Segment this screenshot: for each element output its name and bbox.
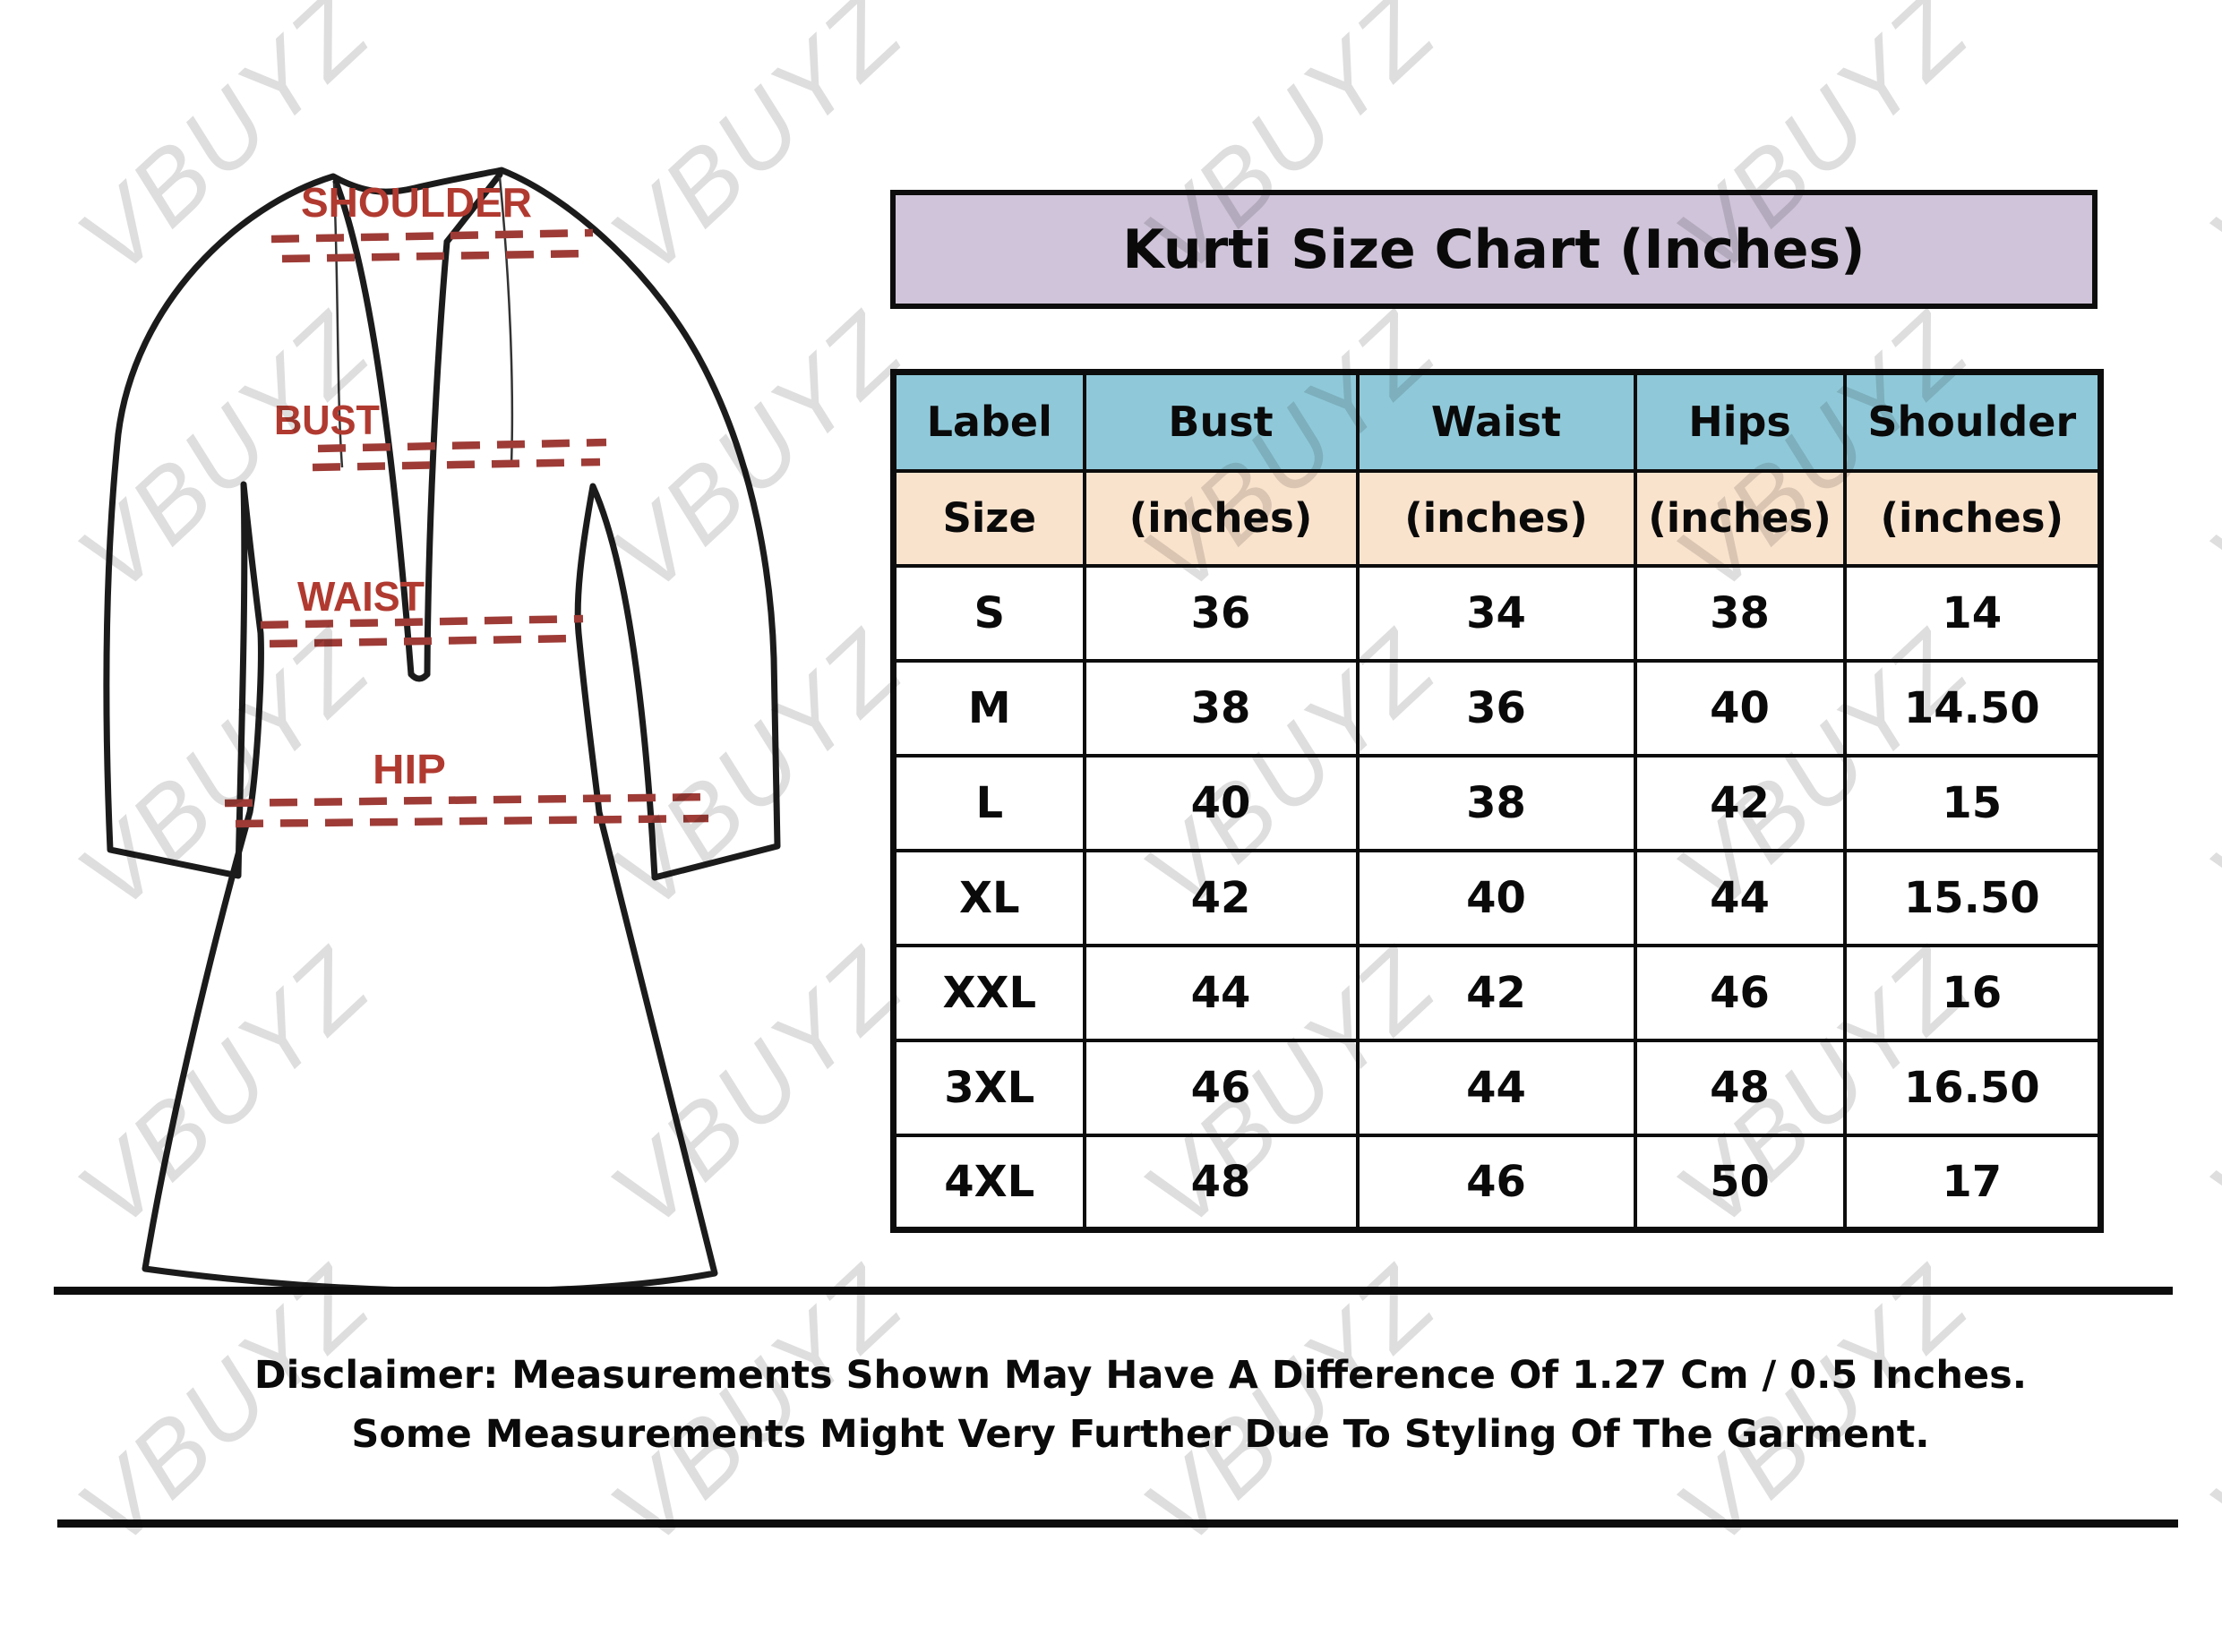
bust-cell: 38 [1082, 658, 1360, 758]
armhole-seams [332, 176, 514, 468]
col-header-waist: Waist [1355, 370, 1637, 473]
hips-cell: 44 [1633, 848, 1847, 947]
size-cell: 3XL [891, 1038, 1086, 1137]
table-row: XL 42 40 44 15.50 [891, 848, 2103, 947]
waist-cell: 38 [1355, 753, 1637, 852]
divider-rule-bottom [57, 1519, 2178, 1528]
shoulder-cell: 16 [1842, 943, 2103, 1042]
bust-cell: 46 [1082, 1038, 1360, 1137]
table-row: 4XL 48 46 50 17 [891, 1133, 2103, 1232]
kurti-diagram: SHOULDER BUST WAIST HIP [103, 167, 781, 1295]
waist-dash-line [260, 614, 584, 629]
hips-cell: 38 [1633, 563, 1847, 663]
waist-label: WAIST [297, 573, 425, 620]
disclaimer-block: Disclaimer: Measurements Shown May Have … [0, 1346, 2222, 1464]
table-row: M 38 36 40 14.50 [891, 658, 2103, 758]
shoulder-cell: 17 [1842, 1133, 2103, 1232]
waist-cell: 44 [1355, 1038, 1637, 1137]
size-cell: 4XL [891, 1133, 1086, 1232]
watermark-text: VBUYZ [2188, 291, 2222, 613]
neck-slit [332, 171, 503, 682]
size-cell: L [891, 753, 1086, 852]
col-header-label: Label [891, 370, 1086, 473]
table-subheader-row: Size (inches) (inches) (inches) (inches) [891, 468, 2103, 568]
disclaimer-line-1: Disclaimer: Measurements Shown May Have … [253, 1353, 2028, 1398]
table-row: XXL 44 42 46 16 [891, 943, 2103, 1042]
subheader-size: Size [891, 468, 1086, 568]
col-header-bust: Bust [1082, 370, 1360, 473]
bust-label: BUST [274, 397, 380, 443]
size-cell: XL [891, 848, 1086, 947]
hips-cell: 40 [1633, 658, 1847, 758]
waist-cell: 42 [1355, 943, 1637, 1042]
size-cell: S [891, 563, 1086, 663]
bust-cell: 44 [1082, 943, 1360, 1042]
bust-dash-line [317, 438, 607, 453]
waist-cell: 46 [1355, 1133, 1637, 1232]
chart-title: Kurti Size Chart (Inches) [1122, 218, 1866, 281]
table-row: 3XL 46 44 48 16.50 [891, 1038, 2103, 1137]
hips-cell: 46 [1633, 943, 1847, 1042]
bust-cell: 40 [1082, 753, 1360, 852]
hips-cell: 50 [1633, 1133, 1847, 1232]
subheader-inches: (inches) [1633, 468, 1847, 568]
shoulder-dash-line [270, 228, 594, 244]
waist-cell: 40 [1355, 848, 1637, 947]
table-row: S 36 34 38 14 [891, 563, 2103, 663]
bust-cell: 36 [1082, 563, 1360, 663]
bust-cell: 42 [1082, 848, 1360, 947]
bust-cell: 48 [1082, 1133, 1360, 1232]
hips-cell: 42 [1633, 753, 1847, 852]
shoulder-cell: 14.50 [1842, 658, 2103, 758]
watermark-text: VBUYZ [2188, 0, 2222, 295]
watermark-text: VBUYZ [2188, 927, 2222, 1249]
measurement-dashes [224, 228, 714, 828]
col-header-hips: Hips [1633, 370, 1847, 473]
hip-dash-line [224, 792, 714, 808]
hip-label: HIP [373, 746, 446, 792]
disclaimer-line-2: Some Measurements Might Very Further Due… [351, 1412, 1930, 1457]
waist-cell: 36 [1355, 658, 1637, 758]
size-cell: XXL [891, 943, 1086, 1042]
hips-cell: 48 [1633, 1038, 1847, 1137]
size-cell: M [891, 658, 1086, 758]
shoulder-cell: 15.50 [1842, 848, 2103, 947]
col-header-shoulder: Shoulder [1842, 370, 2103, 473]
shoulder-cell: 14 [1842, 563, 2103, 663]
table-row: L 40 38 42 15 [891, 753, 2103, 852]
subheader-inches: (inches) [1355, 468, 1637, 568]
chart-title-bar: Kurti Size Chart (Inches) [890, 190, 2098, 309]
subheader-inches: (inches) [1842, 468, 2103, 568]
size-table: Label Bust Waist Hips Shoulder Size (inc… [890, 369, 2104, 1233]
waist-cell: 34 [1355, 563, 1637, 663]
subheader-inches: (inches) [1082, 468, 1360, 568]
table-header-row: Label Bust Waist Hips Shoulder [891, 370, 2103, 473]
watermark-text: VBUYZ [2188, 609, 2222, 931]
shoulder-label: SHOULDER [301, 179, 532, 226]
shoulder-cell: 16.50 [1842, 1038, 2103, 1137]
shoulder-cell: 15 [1842, 753, 2103, 852]
divider-rule-top [54, 1287, 2173, 1295]
